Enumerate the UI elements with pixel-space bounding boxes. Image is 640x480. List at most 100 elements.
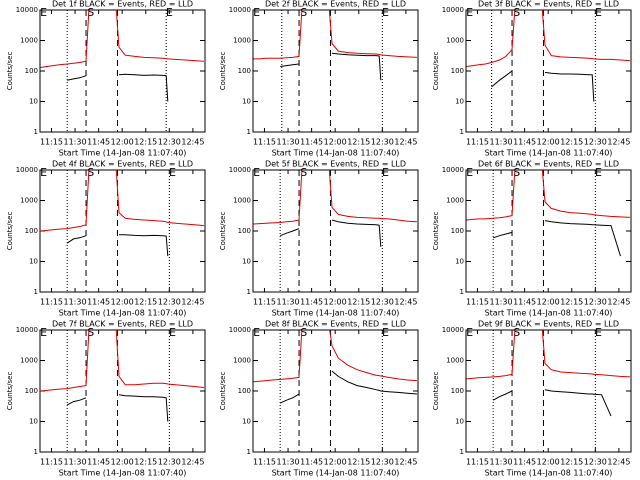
x-tick-label: 12:45 [607,138,630,147]
x-tick-label: 12:00 [537,138,560,147]
x-tick-label: 12:45 [394,458,417,467]
annotation: E [253,6,260,19]
x-tick-label: 12:15 [560,298,583,307]
y-tick-label: 1000 [233,357,251,365]
chart-title: Det 4f BLACK = Events, RED = LLD [52,160,193,169]
y-tick-label: 1 [34,128,38,136]
x-tick-label: 11:45 [87,298,110,307]
series-line [331,219,382,247]
annotation: E [382,166,389,179]
annotation: S [300,326,307,339]
series-line [279,393,300,404]
series-line [40,10,204,68]
x-tick-label: 11:15 [40,458,63,467]
chart-title: Det 1f BLACK = Events, RED = LLD [52,0,193,9]
x-tick-label: 11:30 [64,298,87,307]
x-axis-label: Start Time (14-Jan-08 11:07:40) [59,469,187,478]
x-tick-label: 12:30 [158,138,181,147]
x-tick-label: 12:00 [111,458,134,467]
y-axis-label: Counts/sec [6,212,14,251]
annotation: E [595,6,602,19]
y-tick-label: 10 [29,258,38,266]
annotation: S [87,326,94,339]
y-axis-label: Counts/sec [6,52,14,91]
y-tick-label: 10 [242,418,251,426]
series-line [253,170,417,225]
x-tick-label: 11:45 [87,458,110,467]
y-tick-label: 100 [238,387,251,395]
x-tick-label: 12:15 [347,298,370,307]
y-tick-label: 1000 [20,357,38,365]
annotation: E [40,326,47,339]
annotation: E [166,6,173,19]
x-tick-label: 12:15 [134,138,157,147]
chart-title: Det 2f BLACK = Events, RED = LLD [265,0,406,9]
x-tick-label: 12:15 [560,458,583,467]
series-line [118,73,169,102]
annotation: E [40,166,47,179]
x-tick-label: 11:30 [490,298,513,307]
x-tick-label: 12:30 [584,458,607,467]
panel: Det 4f BLACK = Events, RED = LLD Start Ti… [6,160,206,318]
panel: Det 6f BLACK = Events, RED = LLD Start Ti… [432,160,632,318]
series-line [331,370,417,395]
annotation: E [253,326,260,339]
x-tick-label: 11:15 [253,458,276,467]
series-line [40,170,204,232]
y-tick-label: 1000 [446,197,464,205]
y-tick-label: 10 [455,258,464,266]
x-tick-label: 11:15 [466,298,489,307]
y-tick-label: 10 [29,98,38,106]
x-axis-label: Start Time (14-Jan-08 11:07:40) [59,149,187,158]
x-tick-label: 12:45 [181,298,204,307]
y-axis-label: Counts/sec [219,52,227,91]
y-axis-label: Counts/sec [432,212,440,251]
annotation: E [40,6,47,19]
chart-title: Det 8f BLACK = Events, RED = LLD [265,320,406,329]
annotation: S [87,166,94,179]
series-line [491,70,513,88]
x-tick-label: 11:45 [513,138,536,147]
annotation: S [513,6,520,19]
annotation: E [595,166,602,179]
panel: Det 9f BLACK = Events, RED = LLD Start Ti… [432,320,632,478]
y-tick-label: 100 [238,227,251,235]
x-axis-label: Start Time (14-Jan-08 11:07:40) [485,469,613,478]
series-line [466,170,630,221]
y-tick-label: 1000 [233,197,251,205]
annotation: S [513,326,520,339]
annotation: S [300,6,307,19]
annotation: S [513,166,520,179]
y-tick-label: 10000 [442,326,464,334]
y-tick-label: 100 [238,67,251,75]
x-tick-label: 12:15 [134,458,157,467]
x-axis-label: Start Time (14-Jan-08 11:07:40) [272,149,400,158]
x-tick-label: 12:45 [607,458,630,467]
panel: Det 3f BLACK = Events, RED = LLD Start Ti… [432,0,632,158]
x-axis-label: Start Time (14-Jan-08 11:07:40) [272,469,400,478]
x-tick-label: 11:15 [253,298,276,307]
x-tick-label: 12:30 [371,298,394,307]
y-tick-label: 1 [247,128,251,136]
x-tick-label: 12:00 [324,298,347,307]
y-axis-label: Counts/sec [219,372,227,411]
panel: Det 2f BLACK = Events, RED = LLD Start Ti… [219,0,419,158]
y-tick-label: 1000 [20,197,38,205]
x-tick-label: 12:45 [181,458,204,467]
annotation: E [466,326,473,339]
y-tick-label: 1 [247,448,251,456]
annotation: E [169,166,176,179]
series-line [466,330,630,380]
x-tick-label: 12:00 [324,138,347,147]
series-line [280,228,300,237]
x-tick-label: 11:45 [513,298,536,307]
y-tick-label: 100 [25,227,38,235]
x-tick-label: 12:00 [537,298,560,307]
y-tick-label: 10 [29,418,38,426]
x-axis-label: Start Time (14-Jan-08 11:07:40) [485,149,613,158]
y-tick-label: 1 [34,288,38,296]
y-tick-label: 1 [460,448,464,456]
x-tick-label: 12:45 [394,298,417,307]
